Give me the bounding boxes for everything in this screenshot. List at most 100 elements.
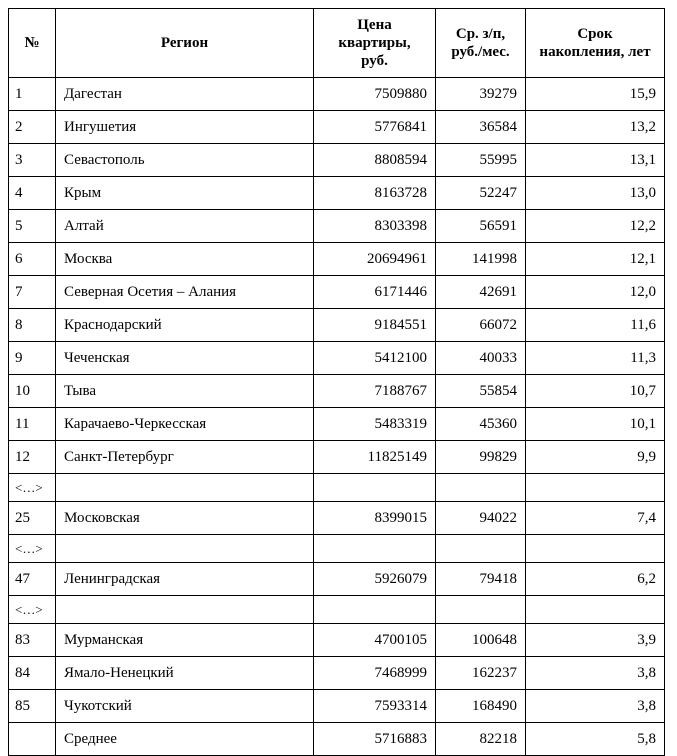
price-cell: 8399015 [313,501,436,535]
num-cell: 6 [8,242,56,276]
num-cell: 84 [8,656,56,690]
region-cell: Тыва [55,374,314,408]
region-cell: Карачаево-Черкесская [55,407,314,441]
num-cell: 83 [8,623,56,657]
num-cell: 5 [8,209,56,243]
price-cell: 7468999 [313,656,436,690]
salary-cell: 162237 [435,656,526,690]
salary-cell: 94022 [435,501,526,535]
num-cell: 7 [8,275,56,309]
region-cell: Ленинградская [55,562,314,596]
salary-cell: 168490 [435,689,526,723]
years-cell: 11,3 [525,341,665,375]
num-cell: 8 [8,308,56,342]
years-cell: 13,1 [525,143,665,177]
col-header-years: Срок накопления, лет [525,8,665,78]
years-cell: 3,8 [525,656,665,690]
num-cell: 11 [8,407,56,441]
region-cell: Чеченская [55,341,314,375]
price-cell: 8303398 [313,209,436,243]
table-row: Среднее 5716883 82218 5,8 [8,722,665,756]
table-row: 7 Северная Осетия – Алания 6171446 42691 12,… [8,275,665,309]
salary-cell: 45360 [435,407,526,441]
num-cell: <…> [8,534,56,563]
price-cell: 4700105 [313,623,436,657]
region-cell: Крым [55,176,314,210]
num-cell: 25 [8,501,56,535]
region-cell: Москва [55,242,314,276]
num-cell: 3 [8,143,56,177]
num-cell: 85 [8,689,56,723]
region-cell: Ингушетия [55,110,314,144]
table-row: 2 Ингушетия 5776841 36584 13,2 [8,110,665,144]
price-cell: 5776841 [313,110,436,144]
price-cell: 5412100 [313,341,436,375]
region-cell [55,473,314,502]
price-cell: 11825149 [313,440,436,474]
years-cell: 3,8 [525,689,665,723]
salary-cell: 42691 [435,275,526,309]
salary-cell: 66072 [435,308,526,342]
num-cell: <…> [8,595,56,624]
salary-cell: 56591 [435,209,526,243]
region-cell: Краснодарский [55,308,314,342]
num-cell: 2 [8,110,56,144]
regions-affordability-table: № Регион Цена квартиры, руб. Ср. з/п, ру… [8,8,665,756]
header-row: № Регион Цена квартиры, руб. Ср. з/п, ру… [8,8,665,78]
table-row: 5 Алтай 8303398 56591 12,2 [8,209,665,243]
price-cell [313,473,436,502]
ellipsis-row: <…> [8,473,665,502]
years-cell [525,595,665,624]
price-cell: 8163728 [313,176,436,210]
num-cell: 4 [8,176,56,210]
price-cell [313,595,436,624]
salary-cell [435,473,526,502]
price-cell: 20694961 [313,242,436,276]
region-cell: Мурманская [55,623,314,657]
salary-cell: 99829 [435,440,526,474]
table-row: 47 Ленинградская 5926079 79418 6,2 [8,562,665,596]
table-row: 8 Краснодарский 9184551 66072 11,6 [8,308,665,342]
years-cell: 15,9 [525,77,665,111]
region-cell: Санкт-Петербург [55,440,314,474]
col-header-region: Регион [55,8,314,78]
years-cell: 12,1 [525,242,665,276]
num-cell: 12 [8,440,56,474]
years-cell: 11,6 [525,308,665,342]
table-body: 1 Дагестан 7509880 39279 15,9 2 Ингушетия 57768… [8,77,665,756]
salary-cell: 36584 [435,110,526,144]
ellipsis-row: <…> [8,595,665,624]
table-row: 12 Санкт-Петербург 11825149 99829 9,9 [8,440,665,474]
num-cell: 47 [8,562,56,596]
years-cell [525,473,665,502]
region-cell: Алтай [55,209,314,243]
num-cell: 9 [8,341,56,375]
price-cell: 7593314 [313,689,436,723]
col-header-num: № [8,8,56,78]
salary-cell: 39279 [435,77,526,111]
years-cell: 3,9 [525,623,665,657]
price-cell: 8808594 [313,143,436,177]
table-row: 3 Севастополь 8808594 55995 13,1 [8,143,665,177]
years-cell: 12,2 [525,209,665,243]
table-row: 25 Московская 8399015 94022 7,4 [8,501,665,535]
price-cell [313,534,436,563]
price-cell: 5483319 [313,407,436,441]
salary-cell [435,534,526,563]
region-cell: Среднее [55,722,314,756]
years-cell [525,534,665,563]
salary-cell: 52247 [435,176,526,210]
salary-cell: 82218 [435,722,526,756]
years-cell: 9,9 [525,440,665,474]
salary-cell: 55995 [435,143,526,177]
table-row: 6 Москва 20694961 141998 12,1 [8,242,665,276]
price-cell: 7509880 [313,77,436,111]
table-row: 4 Крым 8163728 52247 13,0 [8,176,665,210]
years-cell: 12,0 [525,275,665,309]
region-cell: Севастополь [55,143,314,177]
table-row: 85 Чукотский 7593314 168490 3,8 [8,689,665,723]
price-cell: 6171446 [313,275,436,309]
years-cell: 13,0 [525,176,665,210]
years-cell: 7,4 [525,501,665,535]
region-cell: Московская [55,501,314,535]
